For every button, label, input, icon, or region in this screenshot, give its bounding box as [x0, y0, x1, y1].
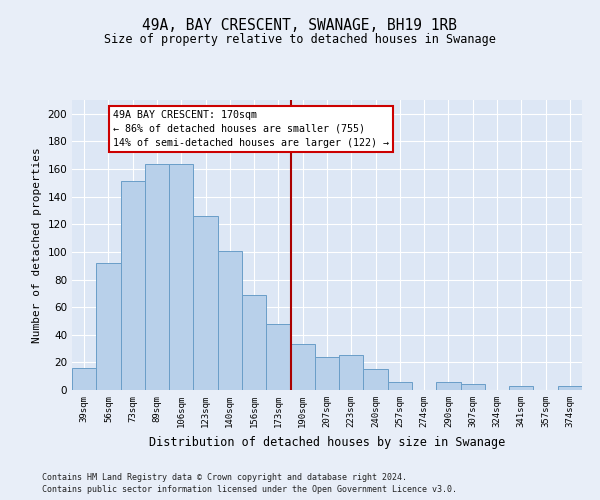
Bar	[218, 250, 242, 390]
Text: Distribution of detached houses by size in Swanage: Distribution of detached houses by size …	[149, 436, 505, 449]
Bar	[339, 356, 364, 390]
Bar	[558, 386, 582, 390]
Bar	[315, 357, 339, 390]
Text: Contains public sector information licensed under the Open Government Licence v3: Contains public sector information licen…	[42, 486, 457, 494]
Bar	[242, 294, 266, 390]
Text: Size of property relative to detached houses in Swanage: Size of property relative to detached ho…	[104, 32, 496, 46]
Bar	[145, 164, 169, 390]
Text: Contains HM Land Registry data © Crown copyright and database right 2024.: Contains HM Land Registry data © Crown c…	[42, 473, 407, 482]
Bar	[169, 164, 193, 390]
Bar	[436, 382, 461, 390]
Bar	[509, 386, 533, 390]
Text: 49A, BAY CRESCENT, SWANAGE, BH19 1RB: 49A, BAY CRESCENT, SWANAGE, BH19 1RB	[143, 18, 458, 32]
Bar	[193, 216, 218, 390]
Bar	[364, 370, 388, 390]
Bar	[266, 324, 290, 390]
Y-axis label: Number of detached properties: Number of detached properties	[32, 147, 42, 343]
Bar	[461, 384, 485, 390]
Bar	[121, 182, 145, 390]
Bar	[290, 344, 315, 390]
Bar	[388, 382, 412, 390]
Text: 49A BAY CRESCENT: 170sqm
← 86% of detached houses are smaller (755)
14% of semi-: 49A BAY CRESCENT: 170sqm ← 86% of detach…	[113, 110, 389, 148]
Bar	[96, 263, 121, 390]
Bar	[72, 368, 96, 390]
